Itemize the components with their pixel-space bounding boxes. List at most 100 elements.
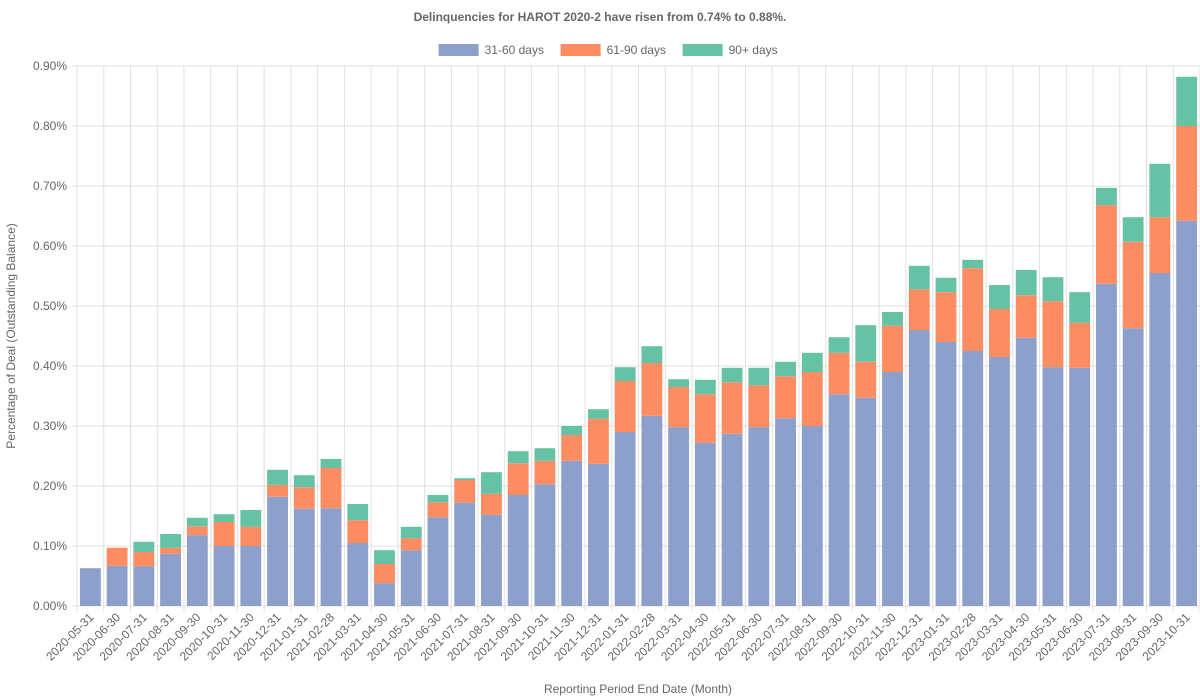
bar-segment <box>1176 76 1198 126</box>
bar-segment <box>1042 277 1064 302</box>
bar-segment <box>160 534 182 548</box>
bar-segment <box>1149 163 1171 218</box>
bar-segment <box>1122 328 1144 606</box>
bar-segment <box>1095 187 1117 206</box>
bar-segment <box>855 397 877 606</box>
bar-segment <box>908 289 930 330</box>
bar-segment <box>1122 241 1144 329</box>
bar-segment <box>1149 217 1171 273</box>
bar-segment <box>694 379 716 395</box>
bar-segment <box>347 520 369 543</box>
bar-segment <box>374 550 395 564</box>
bar-segment <box>561 435 583 461</box>
y-tick-label: 0.10% <box>33 539 67 553</box>
bar-segment <box>106 565 128 606</box>
bar-segment <box>775 418 796 606</box>
bar-segment <box>561 426 583 435</box>
bar-segment <box>748 427 770 606</box>
legend-label: 90+ days <box>729 43 778 57</box>
bar-segment <box>962 351 984 606</box>
bar-segment <box>935 292 957 342</box>
bar-segment <box>721 382 743 434</box>
bar-segment <box>320 508 342 606</box>
bar-segment <box>828 352 850 395</box>
bar-segment <box>561 460 583 606</box>
bar-segment <box>641 346 663 363</box>
bar-segment <box>534 448 556 461</box>
bar-segment <box>427 517 449 606</box>
bar-segment <box>186 535 208 606</box>
bar-segment <box>427 502 449 518</box>
bar-segment <box>1069 367 1091 606</box>
bar-segment <box>374 583 395 606</box>
bar-segment <box>882 312 903 326</box>
x-axis-title: Reporting Period End Date (Month) <box>544 682 732 696</box>
y-tick-label: 0.00% <box>33 599 67 613</box>
legend-label: 31-60 days <box>485 43 544 57</box>
y-axis-title: Percentage of Deal (Outstanding Balance) <box>4 223 18 448</box>
bar-segment <box>775 361 796 377</box>
bar-segment <box>106 547 128 566</box>
bar-segment <box>1069 322 1091 368</box>
bar-segment <box>481 493 502 515</box>
y-tick-label: 0.90% <box>33 59 67 73</box>
bar-segment <box>694 442 716 606</box>
bar-segment <box>213 522 235 546</box>
bar-segment <box>962 268 984 351</box>
y-tick-label: 0.20% <box>33 479 67 493</box>
y-tick-label: 0.40% <box>33 359 67 373</box>
bar-segment <box>614 381 636 432</box>
bar-segment <box>133 541 155 552</box>
bar-segment <box>828 394 850 606</box>
bar-segment <box>641 363 663 416</box>
bar-segment <box>1042 367 1064 606</box>
bar-segment <box>427 495 449 503</box>
bar-segment <box>267 469 288 485</box>
bar-segment <box>454 478 476 480</box>
bar-segment <box>454 480 476 503</box>
y-tick-label: 0.60% <box>33 239 67 253</box>
bar-segment <box>801 372 823 426</box>
bar-segment <box>935 277 957 293</box>
bar-segment <box>240 526 262 546</box>
chart-title: Delinquencies for HAROT 2020-2 have rise… <box>414 10 787 24</box>
bar-segment <box>694 394 716 443</box>
bar-segment <box>534 484 556 606</box>
bar-segment <box>1015 337 1037 606</box>
bar-segment <box>962 259 984 269</box>
bar-segment <box>400 550 422 606</box>
bar-segment <box>1176 220 1198 607</box>
bar-segment <box>400 538 422 551</box>
bar-segment <box>320 459 342 468</box>
bar-segment <box>614 367 636 381</box>
bar-segment <box>855 325 877 362</box>
bar-segment <box>1015 270 1037 296</box>
bar-segment <box>1069 292 1091 323</box>
bar-segment <box>534 460 556 485</box>
bar-segment <box>507 463 529 495</box>
y-tick-label: 0.70% <box>33 179 67 193</box>
bar-segment <box>828 337 850 353</box>
bar-segment <box>882 325 903 372</box>
legend-swatch <box>682 44 723 56</box>
bar-segment <box>748 367 770 386</box>
bar-segment <box>748 385 770 428</box>
bar-segment <box>160 547 182 554</box>
bar-segment <box>374 564 395 584</box>
bar-segment <box>721 433 743 606</box>
bar-segment <box>507 451 529 464</box>
bar-segment <box>454 502 476 606</box>
legend-label: 61-90 days <box>607 43 666 57</box>
bar-segment <box>481 514 502 606</box>
bar-segment <box>293 475 315 488</box>
bar-segment <box>160 553 182 606</box>
bar-segment <box>801 426 823 606</box>
bar-segment <box>1149 273 1171 606</box>
bar-segment <box>213 546 235 606</box>
bar-segment <box>989 285 1010 309</box>
bar-segment <box>668 379 690 387</box>
bar-segment <box>1095 283 1117 606</box>
bar-segment <box>882 372 903 606</box>
bar-segment <box>989 309 1010 357</box>
